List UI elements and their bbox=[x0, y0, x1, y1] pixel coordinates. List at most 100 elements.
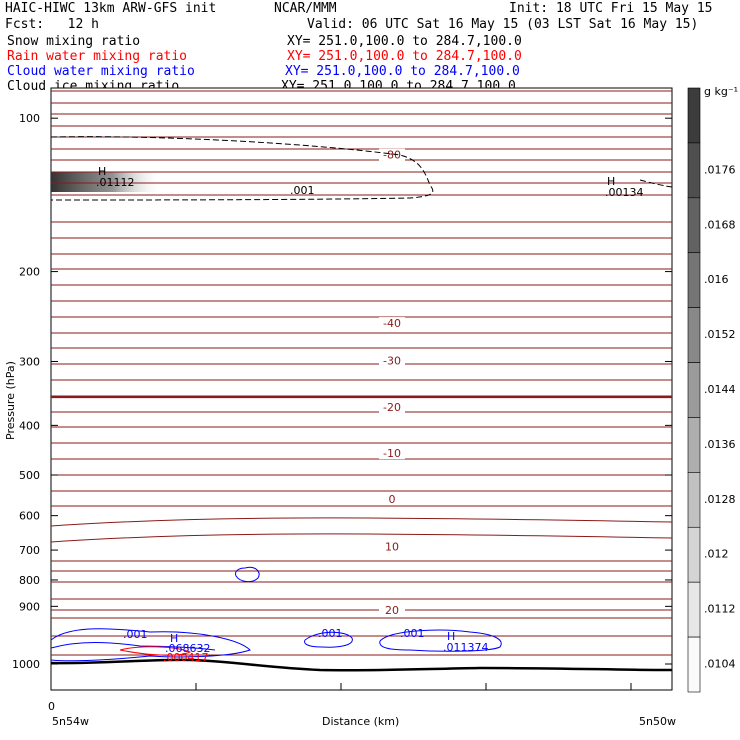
y-tick-label: 100 bbox=[19, 112, 40, 125]
isotherm-label: -20 bbox=[383, 401, 401, 414]
x-axis-title: Distance (km) bbox=[322, 715, 399, 728]
isotherm bbox=[50, 253, 673, 255]
isotherm-label: 20 bbox=[385, 604, 399, 617]
isotherm bbox=[50, 159, 673, 161]
y-axis-title: Pressure (hPa) bbox=[4, 361, 17, 440]
y-tick-label: 500 bbox=[19, 469, 40, 482]
isotherm bbox=[50, 125, 673, 127]
cloud-water-label-right: .001 bbox=[400, 627, 425, 640]
field-label-rain: Rain water mixing ratio bbox=[7, 49, 188, 64]
isotherm bbox=[50, 347, 673, 349]
isotherm bbox=[50, 570, 673, 572]
cloud-water-max-left: .068632 bbox=[165, 642, 211, 655]
colorbar-label: .0176 bbox=[704, 163, 736, 176]
snow-max-h: H bbox=[98, 165, 106, 178]
y-tick-label: 900 bbox=[19, 600, 40, 613]
isotherm bbox=[50, 332, 673, 334]
colorbar: .0176 .0168 .016 .0152 .0144 .0136 .0128 .012 .0… bbox=[687, 87, 736, 693]
isotherm bbox=[50, 182, 673, 184]
cloud-water-label-left: .001 bbox=[123, 628, 148, 641]
isotherm-label: 0 bbox=[389, 493, 396, 506]
colorbar-cell bbox=[687, 197, 701, 254]
isotherm bbox=[50, 90, 673, 92]
cloud-water-contour-left bbox=[50, 628, 251, 662]
field-xy-rain: XY= 251.0,100.0 to 284.7,100.0 bbox=[287, 49, 522, 64]
temperature-contours: -80 -40 -30 -20 -10 0 10 20 bbox=[50, 90, 673, 656]
isotherm bbox=[50, 609, 673, 611]
isotherm bbox=[50, 505, 673, 507]
colorbar-label: .0128 bbox=[704, 493, 736, 506]
field-xy-snow: XY= 251.0,100.0 to 284.7,100.0 bbox=[287, 34, 522, 49]
cloud-water-contour-center bbox=[304, 631, 353, 648]
isotherm-label-bg bbox=[379, 317, 405, 330]
cloud-water-max-h-left: H bbox=[170, 632, 178, 645]
colorbar-label: .0144 bbox=[704, 383, 736, 396]
isotherm-label-bg bbox=[379, 354, 405, 367]
colorbar-unit: g kg⁻¹ bbox=[704, 85, 738, 98]
field-label-cloud-water: Cloud water mixing ratio bbox=[7, 64, 195, 79]
header-fcst: Fcst: 12 h bbox=[5, 17, 99, 32]
isotherm bbox=[50, 581, 673, 583]
isotherm bbox=[50, 533, 673, 543]
isotherm bbox=[50, 490, 673, 492]
isotherm bbox=[50, 654, 673, 656]
header-center: NCAR/MMM bbox=[274, 1, 337, 16]
cloud-water-contour-isolated bbox=[235, 566, 260, 583]
isotherm bbox=[50, 598, 673, 600]
ice-contour-001 bbox=[50, 136, 434, 201]
isotherm bbox=[50, 148, 673, 150]
isotherm bbox=[50, 517, 673, 527]
isotherm bbox=[50, 379, 673, 381]
colorbar-cell bbox=[687, 307, 701, 363]
colorbar-cell bbox=[687, 252, 701, 308]
y-tick-label: 600 bbox=[19, 510, 40, 523]
x-start-label: 5n54w bbox=[52, 715, 89, 728]
isotherm-label: -30 bbox=[383, 355, 401, 368]
isotherm bbox=[50, 102, 673, 104]
ice-contour-001-right bbox=[639, 179, 673, 188]
isotherm bbox=[50, 316, 673, 318]
isotherm bbox=[50, 221, 673, 223]
contour-annotations: H .01112 .001 H .00134 .001 H .068632 .0… bbox=[96, 165, 644, 664]
colorbar-cell bbox=[687, 636, 701, 693]
colorbar-cell bbox=[687, 362, 701, 418]
isotherm bbox=[50, 194, 673, 196]
colorbar-label: .0104 bbox=[704, 658, 736, 671]
isotherm bbox=[50, 458, 673, 460]
isotherm bbox=[50, 426, 673, 428]
y-tick-label: 400 bbox=[19, 419, 40, 432]
isotherm-label-bg bbox=[379, 400, 405, 413]
y-tick-label: 200 bbox=[19, 266, 40, 279]
x-end-label: 5n50w bbox=[639, 715, 676, 728]
colorbar-cell bbox=[687, 581, 701, 638]
isotherm bbox=[50, 617, 673, 619]
isotherm bbox=[50, 300, 673, 302]
isotherm bbox=[50, 411, 673, 413]
isotherm bbox=[50, 363, 673, 365]
colorbar-label: .0136 bbox=[704, 438, 736, 451]
y-tick-label: 300 bbox=[19, 355, 40, 368]
isotherm-label-bg bbox=[379, 540, 405, 553]
ice-max-h: H bbox=[607, 175, 615, 188]
cloud-water-max-right: .011374 bbox=[443, 641, 489, 654]
isotherm-label-bg bbox=[379, 148, 405, 161]
isotherm bbox=[50, 442, 673, 444]
isotherm bbox=[50, 560, 673, 562]
field-xy-cloud-water: XY= 251.0,100.0 to 284.7,100.0 bbox=[285, 64, 520, 79]
cloud-water-max-h-right: H bbox=[447, 630, 455, 643]
colorbar-cell bbox=[687, 87, 701, 144]
cloud-water-contours bbox=[50, 566, 502, 662]
snow-maximum-shading bbox=[51, 172, 163, 192]
isotherm bbox=[50, 284, 673, 286]
rain-water-contours bbox=[119, 646, 192, 656]
colorbar-cell bbox=[687, 472, 701, 528]
isotherm-label: 10 bbox=[385, 541, 399, 554]
isotherm bbox=[50, 237, 673, 239]
isotherm bbox=[50, 171, 673, 173]
rain-max-left: .000417 bbox=[163, 651, 209, 664]
cloud-water-label-center: .001 bbox=[318, 627, 343, 640]
colorbar-label: .0152 bbox=[704, 328, 736, 341]
isotherm-label: -40 bbox=[383, 317, 401, 330]
